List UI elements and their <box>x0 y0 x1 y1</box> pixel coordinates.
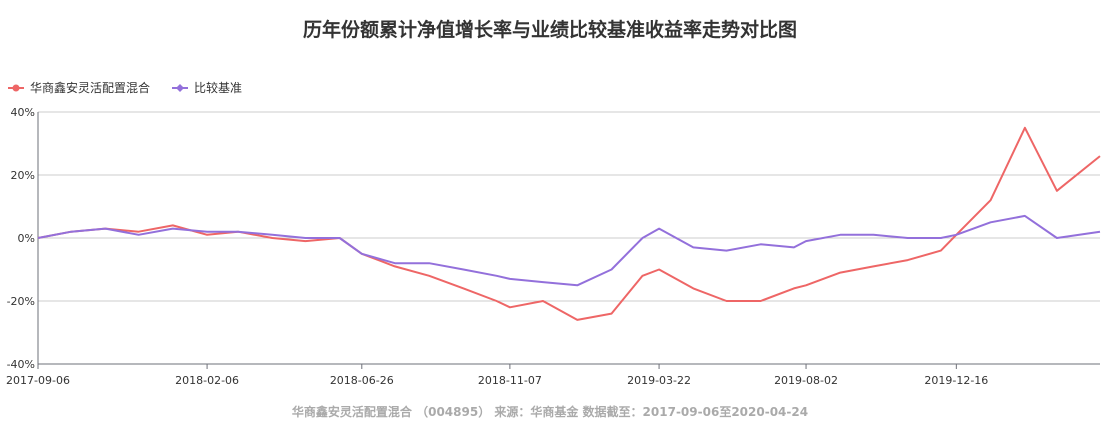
legend: 华商鑫安灵活配置混合 比较基准 <box>8 80 242 95</box>
legend-item-benchmark[interactable]: 比较基准 <box>172 80 242 95</box>
legend-item-fund[interactable]: 华商鑫安灵活配置混合 <box>8 80 150 95</box>
legend-label-benchmark: 比较基准 <box>194 80 242 95</box>
y-tick-label: -20% <box>7 295 35 308</box>
x-tick-label: 2017-09-06 <box>6 374 70 387</box>
legend-marker-benchmark <box>176 84 184 92</box>
y-tick-label: 0% <box>18 232 35 245</box>
x-tick-label: 2019-03-22 <box>627 374 691 387</box>
x-tick-label: 2018-06-26 <box>330 374 394 387</box>
y-tick-label: 20% <box>11 169 35 182</box>
x-tick-label: 2019-08-02 <box>774 374 838 387</box>
x-axis: 2017-09-06 2018-02-06 2018-06-26 2018-11-07… <box>6 112 1100 387</box>
x-tick-label: 2018-11-07 <box>478 374 542 387</box>
legend-label-fund: 华商鑫安灵活配置混合 <box>30 80 150 95</box>
series-lines <box>37 126 1101 321</box>
y-tick-label: 40% <box>11 106 35 119</box>
y-axis-ticks: 40% 20% 0% -20% -40% <box>7 106 35 371</box>
series-line-fund[interactable] <box>37 126 1101 321</box>
series-line-benchmark[interactable] <box>37 214 1101 287</box>
x-tick-label: 2018-02-06 <box>175 374 239 387</box>
y-tick-label: -40% <box>7 358 35 371</box>
chart-footer: 华商鑫安灵活配置混合 （004895） 来源：华商基金 数据截至：2017-09… <box>292 404 808 419</box>
chart-title: 历年份额累计净值增长率与业绩比较基准收益率走势对比图 <box>303 18 797 41</box>
x-tick-label: 2019-12-16 <box>924 374 988 387</box>
legend-marker-fund <box>12 84 20 92</box>
